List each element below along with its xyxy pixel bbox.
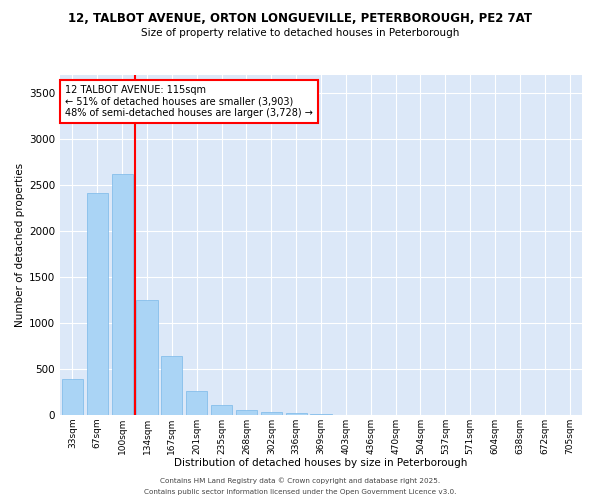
Bar: [286, 414, 307, 415]
X-axis label: Distribution of detached houses by size in Peterborough: Distribution of detached houses by size …: [175, 458, 467, 468]
Bar: [236, 410, 257, 415]
Text: 12 TALBOT AVENUE: 115sqm
← 51% of detached houses are smaller (3,903)
48% of sem: 12 TALBOT AVENUE: 115sqm ← 51% of detach…: [65, 85, 313, 118]
Bar: [136, 300, 158, 415]
Text: Contains public sector information licensed under the Open Government Licence v3: Contains public sector information licen…: [144, 489, 456, 495]
Bar: [211, 406, 232, 415]
Bar: [310, 414, 332, 415]
Bar: [62, 379, 83, 415]
Text: Size of property relative to detached houses in Peterborough: Size of property relative to detached ho…: [141, 28, 459, 38]
Text: 12, TALBOT AVENUE, ORTON LONGUEVILLE, PETERBOROUGH, PE2 7AT: 12, TALBOT AVENUE, ORTON LONGUEVILLE, PE…: [68, 12, 532, 26]
Y-axis label: Number of detached properties: Number of detached properties: [15, 163, 25, 327]
Bar: [112, 174, 133, 415]
Bar: [161, 356, 182, 415]
Bar: [186, 391, 207, 415]
Bar: [87, 192, 108, 415]
Bar: [261, 412, 282, 415]
Text: Contains HM Land Registry data © Crown copyright and database right 2025.: Contains HM Land Registry data © Crown c…: [160, 478, 440, 484]
